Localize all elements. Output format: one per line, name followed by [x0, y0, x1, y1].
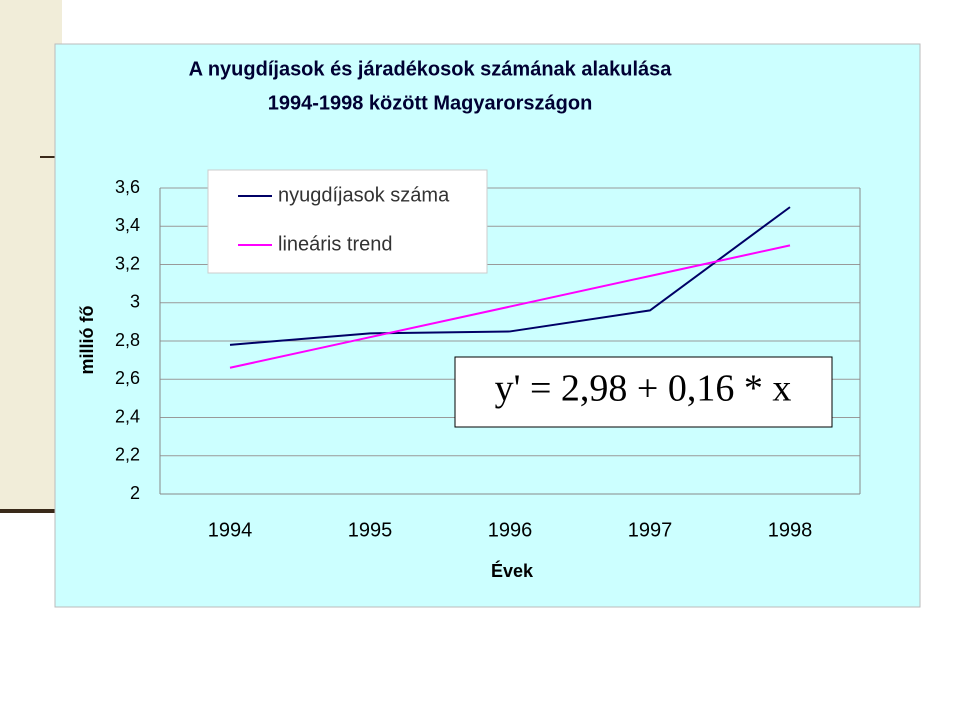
y-tick-label: 2,2 — [115, 445, 140, 465]
legend-label: lineáris trend — [278, 233, 393, 255]
y-tick-label: 3,4 — [115, 215, 140, 235]
x-tick-label: 1995 — [348, 519, 393, 541]
side-panel — [0, 0, 62, 512]
y-tick-label: 2,8 — [115, 330, 140, 350]
series-line — [229, 244, 791, 369]
y-tick-label: 2,4 — [115, 406, 140, 426]
y-tick-label: 3 — [130, 292, 140, 312]
y-tick-label: 2,6 — [115, 368, 140, 388]
legend-label: nyugdíjasok száma — [278, 184, 450, 206]
x-tick-label: 1997 — [628, 519, 673, 541]
chart-title: 1994-1998 között Magyarországon — [268, 92, 593, 114]
chart-title: A nyugdíjasok és járadékosok számának al… — [189, 58, 673, 80]
x-axis-label: Évek — [491, 560, 534, 581]
legend — [207, 169, 488, 274]
y-tick-label: 3,6 — [115, 177, 140, 197]
x-tick-label: 1994 — [208, 519, 253, 541]
y-tick-label: 2 — [130, 483, 140, 503]
y-axis-label: millió fő — [77, 306, 97, 375]
equation-box — [454, 356, 833, 428]
y-tick-label: 3,2 — [115, 253, 140, 273]
equation: y' = 2,98 + 0,16 * x — [495, 368, 792, 410]
series-line — [229, 206, 791, 346]
x-tick-label: 1996 — [488, 519, 533, 541]
x-tick-label: 1998 — [768, 519, 813, 541]
